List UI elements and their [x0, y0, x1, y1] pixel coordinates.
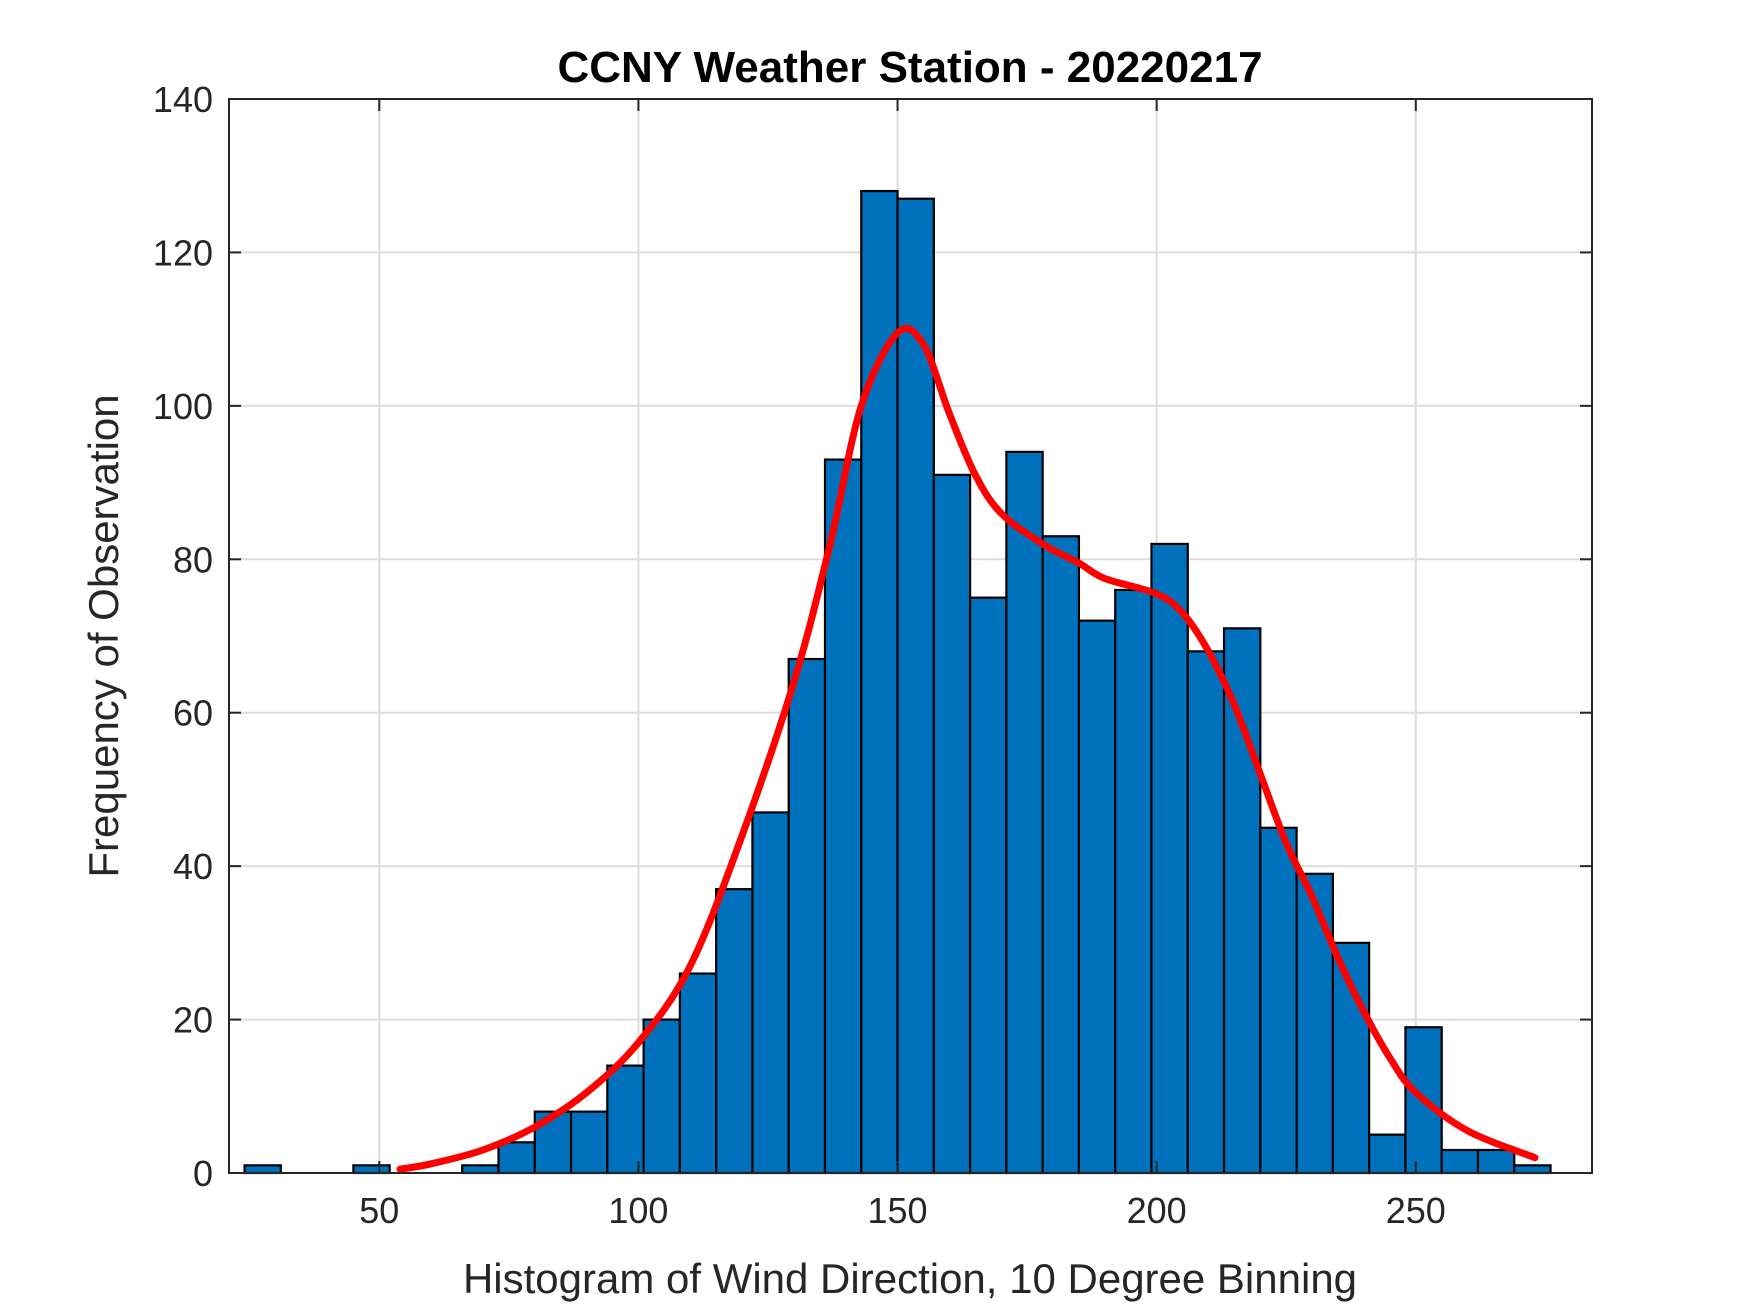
- x-tick-label: 150: [868, 1190, 928, 1231]
- y-tick-label: 100: [153, 386, 213, 427]
- tick-labels: 50 100 150 200 250 0 20 40 60 80 100 120 140: [153, 79, 1446, 1231]
- histogram-bar: [1259, 826, 1298, 1175]
- density-curve: [396, 325, 1539, 1173]
- y-tick-label: 20: [173, 1000, 213, 1041]
- histogram-bar: [968, 596, 1008, 1175]
- y-tick-label: 0: [193, 1153, 213, 1194]
- histogram-bar: [642, 1018, 681, 1175]
- histogram-bar: [461, 1164, 500, 1175]
- x-tick-label: 250: [1386, 1190, 1446, 1231]
- histogram-bar: [352, 1164, 391, 1175]
- histogram-bar: [896, 197, 935, 1175]
- histogram-bar: [1513, 1164, 1552, 1175]
- chart-title: CCNY Weather Station - 20220217: [557, 43, 1262, 92]
- y-tick-label: 80: [173, 539, 213, 580]
- y-tick-label: 140: [153, 79, 213, 120]
- y-tick-label: 120: [153, 232, 213, 273]
- histogram-bar: [1368, 1133, 1407, 1175]
- histogram-bar: [1295, 872, 1334, 1175]
- histogram-bar: [678, 972, 718, 1175]
- y-tick-label: 40: [173, 846, 213, 887]
- histogram-bar: [1331, 941, 1371, 1175]
- histogram-bar: [1222, 627, 1262, 1175]
- y-tick-label: 60: [173, 693, 213, 734]
- axis-ticks: [229, 98, 1592, 1174]
- histogram-bar: [497, 1141, 536, 1175]
- histogram-bar: [1114, 588, 1153, 1175]
- histogram-bar: [715, 888, 754, 1175]
- x-tick-label: 100: [608, 1190, 668, 1231]
- histogram-bar: [243, 1164, 282, 1175]
- histogram-bar: [1186, 650, 1226, 1175]
- histogram-bar: [1041, 535, 1081, 1175]
- density-curve-layer: [396, 325, 1539, 1173]
- histogram-bar: [787, 657, 827, 1175]
- histogram-bar: [1476, 1148, 1516, 1175]
- plot-frame: [228, 98, 1593, 1174]
- histogram-bar: [932, 473, 972, 1175]
- y-axis-label: Frequency of Observation: [80, 394, 127, 877]
- histogram-bar: [1440, 1148, 1480, 1175]
- histogram-bar: [1005, 450, 1044, 1175]
- x-tick-label: 200: [1127, 1190, 1187, 1231]
- histogram-bar: [823, 458, 863, 1175]
- histogram-bar: [1077, 619, 1117, 1175]
- histogram-bar: [606, 1064, 645, 1175]
- histogram-bar: [751, 811, 790, 1175]
- histogram-bar: [569, 1110, 609, 1175]
- x-axis-label: Histogram of Wind Direction, 10 Degree B…: [463, 1255, 1357, 1302]
- histogram-bar: [1150, 542, 1189, 1175]
- x-tick-label: 50: [359, 1190, 399, 1231]
